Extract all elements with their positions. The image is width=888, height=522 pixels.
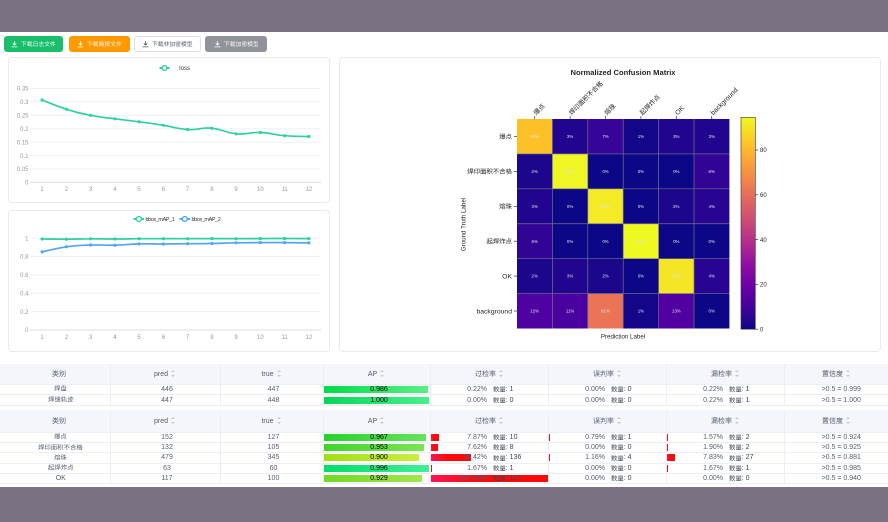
svg-text:bbox_mAP_1: bbox_mAP_1 (146, 217, 175, 223)
svg-text:2%: 2% (532, 274, 538, 279)
svg-text:40: 40 (760, 238, 767, 244)
svg-text:0%: 0% (638, 274, 644, 279)
svg-text:6%: 6% (532, 239, 538, 244)
svg-text:0.2: 0.2 (20, 310, 29, 316)
svg-text:2%: 2% (673, 204, 679, 209)
svg-text:7%: 7% (602, 134, 608, 139)
svg-text:4%: 4% (709, 204, 715, 209)
svg-text:1%: 1% (638, 309, 644, 314)
svg-text:8: 8 (210, 187, 214, 193)
svg-text:3%: 3% (567, 134, 573, 139)
svg-text:9: 9 (234, 335, 238, 341)
svg-text:1: 1 (40, 187, 44, 193)
svg-text:60: 60 (760, 193, 767, 199)
svg-text:0.2: 0.2 (20, 127, 29, 133)
svg-text:1%: 1% (638, 134, 644, 139)
svg-text:12: 12 (306, 335, 313, 341)
svg-text:Prediction Label: Prediction Label (601, 334, 645, 341)
svg-text:0: 0 (760, 327, 764, 333)
svg-text:3%: 3% (567, 274, 573, 279)
svg-text:3%: 3% (532, 204, 538, 209)
svg-text:6: 6 (162, 187, 166, 193)
svg-text:0%: 0% (567, 204, 573, 209)
svg-text:12: 12 (306, 187, 313, 193)
svg-text:0.4: 0.4 (20, 291, 29, 297)
svg-text:0%: 0% (602, 169, 608, 174)
svg-text:loss: loss (179, 66, 190, 72)
svg-text:2%: 2% (532, 169, 538, 174)
svg-text:4: 4 (113, 335, 117, 341)
svg-text:0.6: 0.6 (20, 273, 29, 279)
svg-text:9: 9 (234, 187, 238, 193)
svg-text:OK: OK (502, 273, 512, 280)
svg-text:5: 5 (137, 187, 141, 193)
svg-text:4%: 4% (709, 274, 715, 279)
svg-text:3%: 3% (709, 134, 715, 139)
svg-text:OK: OK (674, 105, 686, 117)
svg-text:0: 0 (25, 181, 29, 187)
svg-text:11%: 11% (566, 309, 575, 314)
svg-text:2: 2 (65, 335, 69, 341)
svg-text:11: 11 (281, 335, 288, 341)
svg-text:61%: 61% (601, 309, 610, 314)
svg-text:7: 7 (186, 335, 190, 341)
svg-text:0%: 0% (673, 169, 679, 174)
svg-text:0%: 0% (638, 204, 644, 209)
svg-text:0%: 0% (638, 169, 644, 174)
svg-text:0%: 0% (673, 239, 679, 244)
svg-text:20: 20 (760, 283, 767, 289)
svg-text:3: 3 (89, 335, 93, 341)
svg-text:3%: 3% (673, 134, 679, 139)
svg-text:0%: 0% (709, 239, 715, 244)
svg-text:6: 6 (162, 335, 166, 341)
svg-text:10: 10 (257, 187, 264, 193)
svg-text:92%: 92% (566, 169, 575, 174)
svg-text:89%: 89% (672, 274, 681, 279)
svg-text:3: 3 (89, 187, 93, 193)
svg-text:background: background (710, 87, 740, 117)
svg-text:0%: 0% (602, 239, 608, 244)
svg-text:10: 10 (257, 335, 264, 341)
svg-text:1: 1 (40, 335, 44, 341)
svg-text:0.05: 0.05 (17, 167, 29, 173)
svg-text:12%: 12% (530, 309, 539, 314)
svg-text:0%: 0% (567, 239, 573, 244)
svg-text:5: 5 (137, 335, 141, 341)
svg-text:bbox_mAP_2: bbox_mAP_2 (192, 217, 221, 223)
svg-text:7: 7 (186, 187, 190, 193)
svg-text:0.3: 0.3 (20, 100, 29, 106)
svg-text:0.15: 0.15 (17, 140, 29, 146)
svg-text:background: background (476, 308, 512, 315)
svg-text:11: 11 (281, 187, 288, 193)
svg-text:8: 8 (210, 335, 214, 341)
svg-text:6%: 6% (709, 169, 715, 174)
svg-text:4: 4 (113, 187, 117, 193)
svg-text:13%: 13% (672, 309, 681, 314)
svg-text:Normalized Confusion Matrix: Normalized Confusion Matrix (570, 68, 676, 77)
svg-text:81%: 81% (530, 134, 539, 139)
svg-text:0.25: 0.25 (17, 114, 29, 120)
svg-text:0%: 0% (709, 309, 715, 314)
svg-text:80: 80 (760, 148, 767, 154)
svg-text:Ground Truth Label: Ground Truth Label (461, 198, 468, 251)
svg-text:2: 2 (65, 187, 69, 193)
svg-text:93%: 93% (637, 239, 646, 244)
svg-text:1: 1 (25, 236, 29, 242)
svg-text:0.8: 0.8 (20, 255, 29, 261)
svg-text:0: 0 (25, 328, 29, 334)
svg-text:0.35: 0.35 (17, 87, 29, 93)
svg-text:90%: 90% (601, 204, 610, 209)
svg-text:2%: 2% (602, 274, 608, 279)
svg-text:0.1: 0.1 (20, 154, 29, 160)
